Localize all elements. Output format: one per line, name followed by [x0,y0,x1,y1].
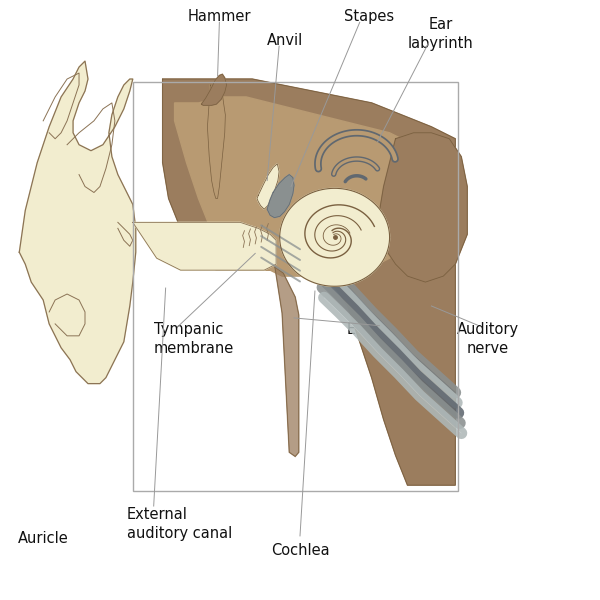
Polygon shape [377,133,467,282]
Text: Auricle: Auricle [18,532,68,547]
Text: Hammer: Hammer [188,9,251,24]
Text: Auditory
nerve: Auditory nerve [457,322,519,356]
Bar [133,82,458,491]
Text: Tympanic
membrane: Tympanic membrane [154,322,234,356]
Text: External
auditory canal: External auditory canal [127,507,232,541]
Polygon shape [275,267,299,457]
Polygon shape [257,164,279,209]
Polygon shape [202,74,227,106]
Polygon shape [19,61,136,383]
Polygon shape [163,79,455,485]
Text: Ear
labyrinth: Ear labyrinth [407,17,473,51]
Text: Eustachian
tube: Eustachian tube [346,322,427,356]
Polygon shape [267,175,294,218]
Polygon shape [208,85,226,199]
Polygon shape [280,188,389,286]
Text: Anvil: Anvil [267,33,303,48]
Text: Stapes: Stapes [344,9,394,24]
Text: Cochlea: Cochlea [271,544,329,559]
Polygon shape [133,223,276,270]
Polygon shape [175,97,437,276]
